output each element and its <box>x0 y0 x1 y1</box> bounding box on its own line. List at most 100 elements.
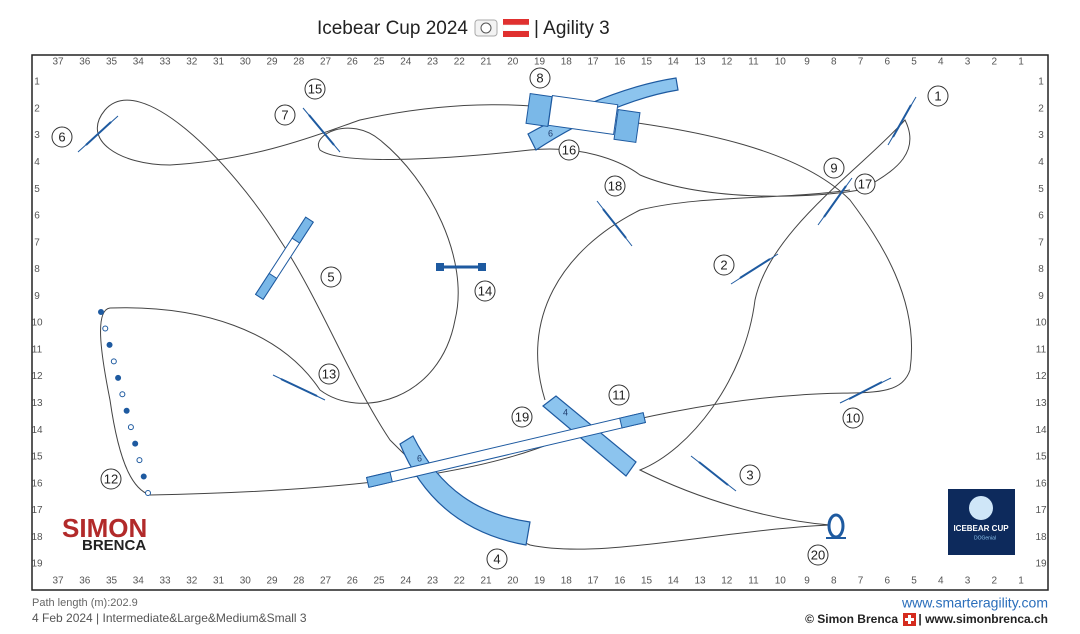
obstacle-number: 5 <box>327 269 334 284</box>
copyright: © Simon Brenca <box>805 612 898 626</box>
row-label: 3 <box>34 130 40 141</box>
weave-pole <box>115 374 122 381</box>
column-label: 19 <box>534 57 546 68</box>
column-label: 11 <box>748 57 759 68</box>
number-circle <box>486 548 508 570</box>
column-label: 8 <box>831 576 837 587</box>
row-label: 18 <box>1035 532 1047 543</box>
icebear-logo: ICEBEAR CUP DOGenial <box>948 489 1015 555</box>
column-label: 37 <box>52 576 64 587</box>
austria-flag <box>502 19 530 37</box>
column-label: 21 <box>480 576 492 587</box>
row-label: 12 <box>31 371 43 382</box>
row-label: 7 <box>1038 237 1044 248</box>
row-label: 1 <box>1038 77 1044 88</box>
column-label: 13 <box>694 57 706 68</box>
number-circle <box>739 464 761 486</box>
row-label: 5 <box>1038 184 1044 195</box>
number-circle <box>927 85 949 107</box>
weave-pole <box>145 490 151 496</box>
obstacle-number: 10 <box>846 410 860 425</box>
column-label: 17 <box>587 576 599 587</box>
number-circle <box>274 104 296 126</box>
column-label: 8 <box>831 57 837 68</box>
row-label: 13 <box>31 398 43 409</box>
column-label: 1 <box>1018 576 1024 587</box>
column-label: 14 <box>668 576 680 587</box>
column-label: 17 <box>587 57 599 68</box>
row-label: 2 <box>34 103 40 114</box>
row-label: 14 <box>1035 425 1047 436</box>
weave-pole <box>110 358 117 365</box>
path-length: Path length (m):202.9 <box>32 597 138 609</box>
column-label: 33 <box>159 576 171 587</box>
column-label: 25 <box>373 576 385 587</box>
number-circle <box>318 363 340 385</box>
column-label: 24 <box>400 57 412 68</box>
row-label: 19 <box>1035 559 1047 570</box>
row-label: 2 <box>1038 103 1044 114</box>
column-label: 12 <box>721 57 733 68</box>
weave-pole <box>119 391 126 398</box>
weave-pole <box>106 341 113 348</box>
logo-icebear: ICEBEAR CUP <box>953 524 1009 533</box>
contacts <box>254 93 646 488</box>
obstacle-number: 2 <box>720 257 727 272</box>
row-label: 16 <box>1035 478 1047 489</box>
column-label: 34 <box>133 57 145 68</box>
column-label: 30 <box>240 576 252 587</box>
obstacle-number: 4 <box>493 551 500 566</box>
row-label: 19 <box>31 559 43 570</box>
column-label: 18 <box>561 576 573 587</box>
column-label: 23 <box>427 57 439 68</box>
column-label: 20 <box>507 57 519 68</box>
column-label: 15 <box>641 57 653 68</box>
obstacle-number: 9 <box>830 160 837 175</box>
number-circle <box>304 78 326 100</box>
weave-pole <box>98 309 104 315</box>
swiss-flag <box>903 613 916 626</box>
column-label: 29 <box>266 57 278 68</box>
dog-path <box>97 99 912 550</box>
column-label: 24 <box>400 576 412 587</box>
number-circle <box>51 126 73 148</box>
weave-pole <box>132 440 139 447</box>
column-label: 16 <box>614 57 626 68</box>
number-circle <box>854 173 876 195</box>
row-label: 9 <box>1038 291 1044 302</box>
bear-icon <box>474 19 498 37</box>
column-label: 36 <box>79 576 91 587</box>
column-label: 7 <box>858 576 864 587</box>
weave-poles <box>98 309 151 496</box>
row-label: 17 <box>1035 505 1047 516</box>
column-label: 30 <box>240 57 252 68</box>
column-label: 35 <box>106 576 118 587</box>
copyright-site: | www.simonbrenca.ch <box>918 612 1048 626</box>
obstacle-number: 3 <box>746 467 753 482</box>
axes: 3737363635353434333332323131303029292828… <box>31 57 1047 587</box>
column-label: 19 <box>534 576 546 587</box>
row-label: 6 <box>1038 211 1044 222</box>
column-label: 23 <box>427 576 439 587</box>
column-label: 12 <box>721 576 733 587</box>
obstacle-number: 1 <box>934 88 941 103</box>
row-label: 16 <box>31 478 43 489</box>
column-label: 31 <box>213 57 225 68</box>
logo-sub: DOGenial <box>974 535 996 541</box>
column-label: 36 <box>79 57 91 68</box>
number-circle <box>320 266 342 288</box>
row-label: 11 <box>32 344 43 355</box>
number-circle <box>558 139 580 161</box>
column-label: 11 <box>748 576 759 587</box>
row-label: 8 <box>34 264 40 275</box>
column-label: 26 <box>347 576 359 587</box>
column-label: 6 <box>884 57 890 68</box>
column-label: 9 <box>804 576 810 587</box>
row-label: 1 <box>34 77 40 88</box>
row-label: 14 <box>31 425 43 436</box>
website: www.smarteragility.com <box>901 595 1048 611</box>
course-name: | Agility 3 <box>534 18 610 39</box>
obstacle-number: 17 <box>858 176 872 191</box>
